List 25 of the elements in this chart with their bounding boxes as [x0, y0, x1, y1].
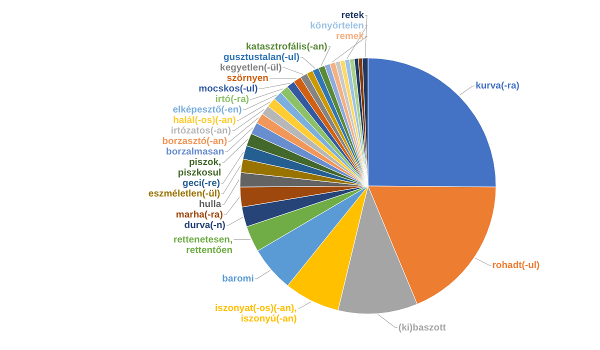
slice-label: borzalmasan: [166, 146, 224, 158]
slice-label: elképesztő(-en): [172, 104, 242, 116]
slice-label: iszonyat(-os)(-an), iszonyú(-an): [215, 302, 297, 324]
slice-label: gusztustalan(-ul): [224, 52, 300, 63]
slice-label: geci(-re): [182, 178, 220, 189]
slice-label: piszok, piszkosul: [178, 157, 222, 178]
slice-label: irtó(-ra): [215, 94, 250, 105]
slice-label: retek: [341, 10, 365, 21]
slice-label: rohadt(-ul): [492, 260, 540, 271]
slice-label: halál(-os)(-an): [173, 115, 236, 126]
slice-label: marha(-ra): [176, 210, 223, 220]
slice-label: hulla: [198, 199, 222, 210]
slice-label: irtózatos(-an): [170, 126, 232, 136]
slice-label: rettenetesen, rettentően: [173, 234, 233, 256]
slice-label: eszméletlen(-ül): [148, 188, 220, 200]
slice-label: kegyetlen(-ül): [220, 62, 282, 74]
slice-label: baromi: [222, 274, 254, 285]
slice-label: mocskos(-ul): [198, 84, 258, 94]
slice-label: borzasztó(-an): [162, 136, 228, 147]
slice-label: durva(-n): [184, 220, 226, 231]
slice-label: (ki)baszott: [398, 322, 447, 334]
slice-label: katasztrofális(-an): [246, 42, 328, 52]
slice-label: könyörtelen: [310, 20, 364, 32]
slice-label: kurva(-ra): [476, 80, 520, 92]
slice-label: szörnyen: [226, 73, 269, 84]
